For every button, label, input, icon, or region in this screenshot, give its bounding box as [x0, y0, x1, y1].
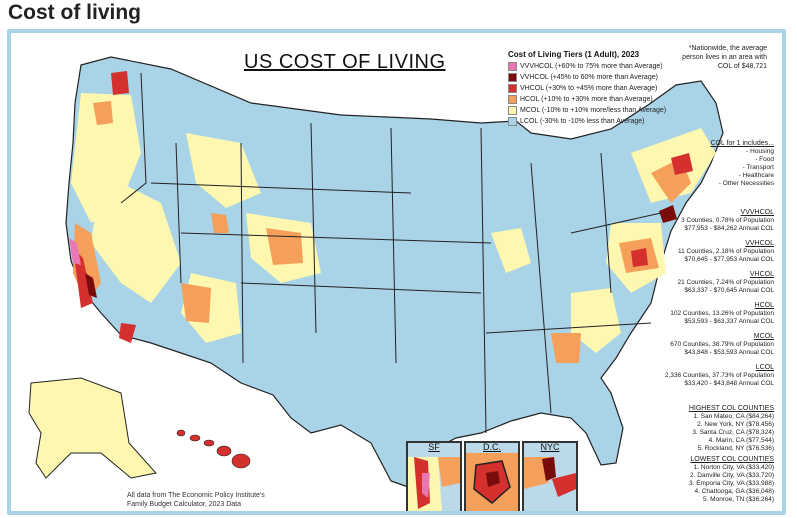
lowest-col-item: 1. Norton City, VA ($33,420) [693, 464, 774, 471]
tier-block-mcol: MCOL 670 Counties, 38.79% of Population … [624, 333, 774, 357]
inset-dc-graphic [466, 453, 518, 511]
legend-label: VHCOL (+30% to +45% more than Average) [520, 84, 658, 92]
inset-sf-graphic [408, 453, 460, 511]
nationwide-note: *Nationwide, the average person lives in… [682, 45, 767, 70]
lowest-col-heading: LOWEST COL COUNTIES [690, 456, 774, 463]
col-include-item: - Food [755, 156, 774, 163]
tier-line: 2,336 Counties, 37.73% of Population [664, 372, 774, 379]
highest-col-item: 1. San Mateo, CA ($84,264) [693, 413, 774, 420]
highest-col-heading: HIGHEST COL COUNTIES [688, 405, 774, 412]
tier-line: $77,953 - $84,262 Annual COL [684, 225, 774, 232]
legend-item: LCOL (-30% to -10% less than Average) [508, 116, 645, 126]
legend-item: VVHCOL (+45% to 60% more than Average) [508, 72, 658, 82]
col-include-item: - Housing [746, 148, 774, 155]
tier-line: $53,593 - $63,337 Annual COL [684, 318, 774, 325]
lowest-col-item: 5. Monroe, TN ($36,264) [702, 496, 774, 503]
tier-line: $70,645 - $77,953 Annual COL [684, 256, 774, 263]
hawaii-shape [176, 429, 251, 469]
alaska-shape [28, 377, 157, 479]
legend-title: Cost of Living Tiers (1 Adult), 2023 [508, 50, 640, 59]
map-canvas: US COST OF LIVING Cost of Living Tiers (… [11, 33, 782, 511]
tier-line: $33,420 - $43,848 Annual COL [684, 380, 774, 387]
col-include-item: - Healthcare [738, 172, 774, 179]
map-frame: US COST OF LIVING Cost of Living Tiers (… [7, 29, 786, 515]
page-title: Cost of living [8, 1, 141, 24]
legend-item: HCOL (+10% to +30% more than Average) [508, 94, 653, 104]
tier-line: 670 Counties, 38.79% of Population [670, 341, 774, 348]
lowest-col-item: 3. Emporia City, VA ($33,988) [688, 480, 774, 487]
legend-swatch [508, 83, 517, 93]
tier-line: $43,848 - $53,593 Annual COL [684, 349, 774, 356]
tier-name: MCOL [753, 333, 774, 340]
col-includes-block: COL for 1 includes... - Housing - Food -… [624, 140, 774, 188]
inset-nyc-graphic [524, 453, 576, 511]
legend-label: LCOL (-30% to -10% less than Average) [520, 117, 645, 125]
inset-dc: D.C. [464, 441, 520, 511]
lowest-col-block: LOWEST COL COUNTIES 1. Norton City, VA (… [624, 456, 774, 504]
tier-name: VVHCOL [745, 240, 774, 247]
tier-line: $63,337 - $70,645 Annual COL [684, 287, 774, 294]
lowest-col-item: 2. Danville City, VA ($33,720) [690, 472, 774, 479]
footnote-line: All data from The Economic Policy Instit… [127, 492, 265, 499]
col-include-item: - Other Necessities [718, 180, 774, 187]
tier-name: LCOL [755, 364, 774, 371]
highest-col-item: 2. New York, NY ($78,456) [697, 421, 774, 428]
legend-label: VVHCOL (+45% to 60% more than Average) [520, 73, 658, 81]
col-include-item: - Transport [742, 164, 774, 171]
legend-label: VVVHCOL (+60% to 75% more than Average) [520, 62, 663, 70]
footnote-line: Family Budget Calculator, 2023 Data [127, 501, 242, 508]
inset-label: D.C. [483, 442, 501, 452]
tier-block-hcol: HCOL 102 Counties, 13.26% of Population … [624, 302, 774, 326]
legend-swatch [508, 105, 517, 115]
inset-sf: SF [406, 441, 462, 511]
legend-label: MCOL (-10% to +10% more/less than Averag… [520, 106, 667, 114]
highest-col-item: 3. Santa Cruz, CA ($78,324) [692, 429, 774, 436]
tier-name: VHCOL [749, 271, 774, 278]
legend-label: HCOL (+10% to +30% more than Average) [520, 95, 653, 103]
tier-block-vvhcol: VVHCOL 11 Counties, 2.18% of Population … [624, 240, 774, 264]
legend-item: MCOL (-10% to +10% more/less than Averag… [508, 105, 666, 115]
lowest-col-item: 4. Chattooga, GA ($36,048) [694, 488, 775, 495]
legend-item: VHCOL (+30% to +45% more than Average) [508, 83, 657, 93]
inset-nyc: NYC [522, 441, 578, 511]
tier-line: 21 Counties, 7.24% of Population [677, 279, 774, 286]
highest-col-item: 4. Marin, CA ($77,544) [708, 437, 774, 444]
highest-col-block: HIGHEST COL COUNTIES 1. San Mateo, CA ($… [624, 405, 774, 453]
tier-line: 11 Counties, 2.18% of Population [677, 248, 774, 255]
legend-swatch [508, 116, 517, 126]
legend-swatch [508, 61, 517, 71]
tier-block-lcol: LCOL 2,336 Counties, 37.73% of Populatio… [624, 364, 774, 388]
tier-line: 3 Counties, 0.78% of Population [681, 217, 774, 224]
legend-swatch [508, 94, 517, 104]
data-source-footnote: All data from The Economic Policy Instit… [127, 491, 265, 509]
inset-label: NYC [540, 442, 560, 452]
tier-name: VVVHCOL [740, 209, 774, 216]
tier-line: 102 Counties, 13.26% of Population [670, 310, 774, 317]
map-heading: US COST OF LIVING [244, 51, 446, 73]
tier-block-vhcol: VHCOL 21 Counties, 7.24% of Population $… [624, 271, 774, 295]
tier-name: HCOL [754, 302, 774, 309]
tier-block-vvvhcol: VVVHCOL 3 Counties, 0.78% of Population … [624, 209, 774, 233]
inset-label: SF [428, 442, 440, 452]
legend-swatch [508, 72, 517, 82]
legend-item: VVVHCOL (+60% to 75% more than Average) [508, 61, 663, 71]
col-includes-heading: COL for 1 includes... [710, 140, 774, 147]
us-map-graphic [28, 56, 724, 489]
highest-col-item: 5. Rockland, NY ($76,536) [697, 445, 774, 452]
